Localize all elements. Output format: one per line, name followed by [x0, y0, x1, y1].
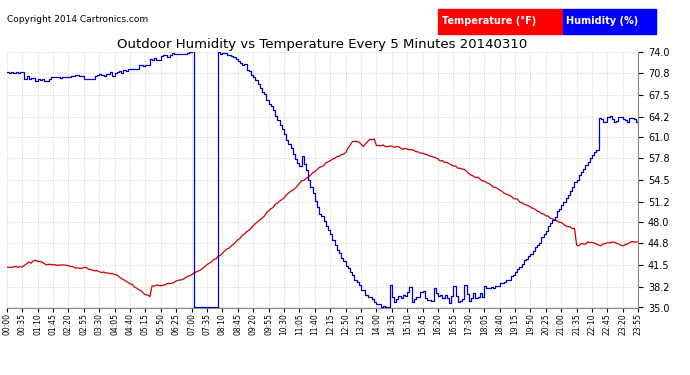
Title: Outdoor Humidity vs Temperature Every 5 Minutes 20140310: Outdoor Humidity vs Temperature Every 5 …	[117, 38, 528, 51]
Text: Humidity (%): Humidity (%)	[566, 16, 639, 26]
Text: Copyright 2014 Cartronics.com: Copyright 2014 Cartronics.com	[7, 15, 148, 24]
Text: Temperature (°F): Temperature (°F)	[442, 16, 536, 26]
